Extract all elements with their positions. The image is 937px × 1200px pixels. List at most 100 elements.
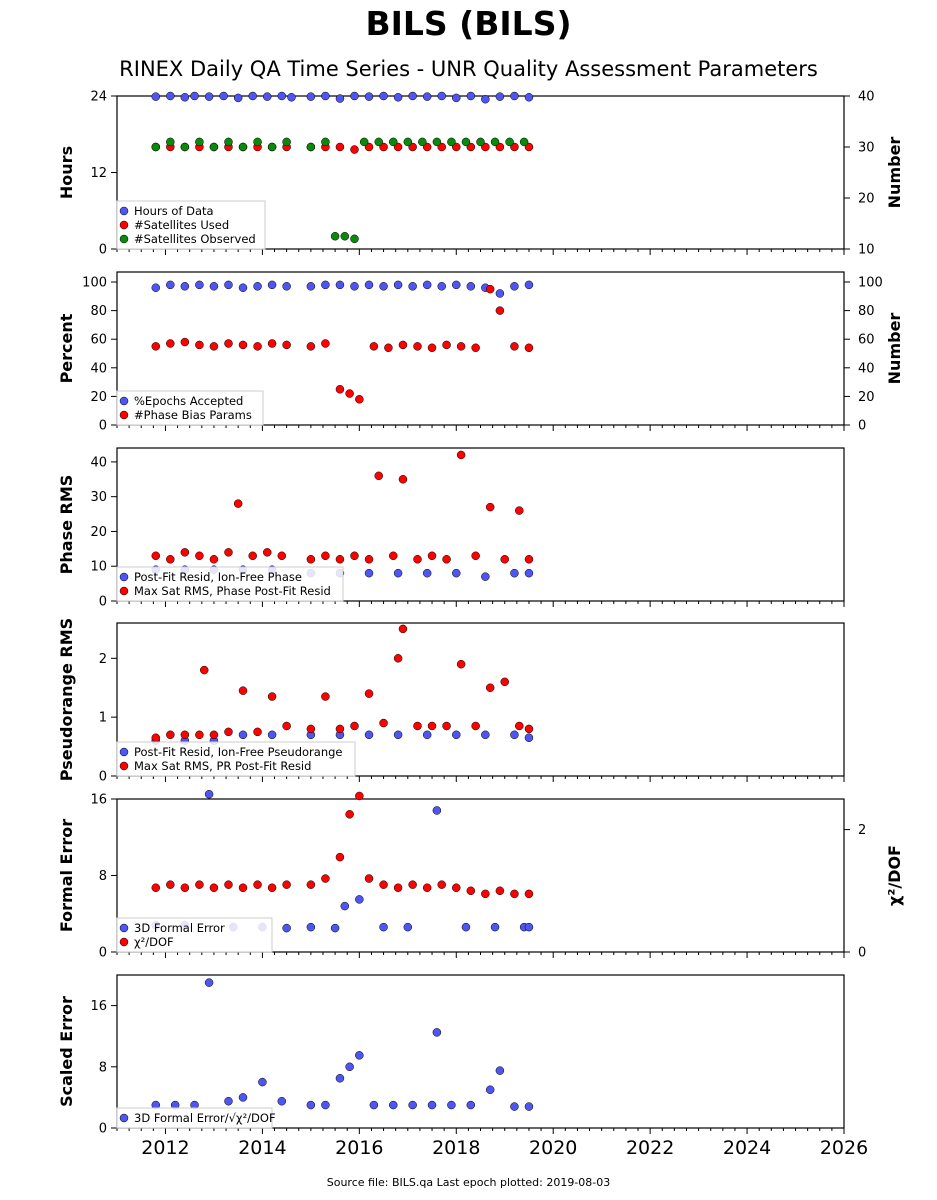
data-point	[166, 91, 175, 101]
legend-label: Post-Fit Resid, Ion-Free Pseudorange	[134, 745, 342, 759]
data-point	[321, 1100, 330, 1110]
data-point	[374, 137, 383, 147]
data-point	[524, 889, 534, 899]
data-point	[267, 280, 277, 290]
legend-label: Max Sat RMS, Phase Post-Fit Resid	[134, 584, 331, 598]
data-point	[427, 343, 437, 353]
data-point	[253, 342, 262, 351]
data-point	[238, 1093, 248, 1102]
data-point	[369, 342, 379, 351]
data-point	[389, 1100, 398, 1110]
y-tick-label: 80	[90, 304, 107, 319]
data-point	[418, 137, 427, 147]
data-point	[282, 282, 291, 291]
data-point	[195, 551, 204, 561]
data-point	[495, 306, 505, 315]
data-point	[452, 568, 461, 578]
data-point	[485, 683, 495, 692]
y-tick-label: 12	[90, 166, 107, 181]
legend-marker	[119, 747, 129, 757]
data-point	[374, 471, 383, 481]
data-point	[258, 1077, 267, 1087]
data-point	[166, 730, 175, 740]
data-point	[350, 145, 359, 154]
data-point	[321, 692, 330, 701]
data-point	[437, 91, 446, 101]
data-point	[166, 555, 175, 564]
data-point	[166, 880, 175, 889]
y-tick-label: 10	[90, 560, 107, 575]
data-point	[224, 1096, 233, 1106]
data-point	[233, 499, 243, 508]
data-point	[393, 730, 403, 740]
legend-box	[116, 917, 273, 953]
legend-marker	[119, 396, 129, 406]
y2-tick-label: 0	[858, 419, 866, 434]
data-point	[282, 340, 291, 350]
legend-label: Hours of Data	[134, 204, 214, 218]
x-tick-label: 2018	[432, 1137, 480, 1159]
y2-axis-label: Number	[885, 137, 904, 209]
data-point	[393, 654, 403, 663]
x-tick-label: 2022	[626, 1137, 674, 1159]
data-point	[267, 142, 277, 152]
data-point	[485, 502, 495, 512]
legend-label: 3D Formal Error	[134, 921, 225, 935]
data-point	[481, 94, 490, 104]
data-point	[238, 883, 248, 892]
data-point	[427, 1100, 437, 1110]
data-point	[151, 92, 161, 101]
data-point	[495, 1066, 505, 1075]
data-point	[224, 727, 233, 737]
data-point	[282, 137, 291, 147]
data-point	[166, 339, 175, 348]
y-tick-label: 0	[99, 243, 107, 258]
data-point	[306, 342, 316, 351]
data-point	[335, 555, 345, 564]
data-point	[379, 922, 388, 932]
data-point	[393, 93, 403, 102]
data-point	[238, 340, 248, 350]
data-point	[481, 572, 490, 581]
data-point	[490, 137, 500, 147]
legend-label: %Epochs Accepted	[134, 394, 243, 408]
panel-6: 0 8 16 Scaled Error 3D Formal Error/√χ²/DOF 2…	[57, 974, 868, 1159]
legend-marker	[119, 937, 129, 947]
data-point	[335, 142, 345, 152]
data-point	[224, 280, 233, 290]
data-point	[224, 880, 233, 889]
data-point	[267, 730, 277, 740]
data-point	[335, 94, 345, 103]
data-point	[408, 91, 417, 101]
legend-marker	[119, 206, 129, 216]
y-tick-label: 16	[90, 999, 107, 1014]
data-point	[335, 1074, 345, 1083]
data-point	[398, 340, 408, 350]
data-point	[306, 724, 316, 734]
data-point	[224, 137, 233, 147]
source-footer: Source file: BILS.qa Last epoch plotted:…	[326, 1176, 611, 1189]
data-point	[233, 93, 243, 103]
y-tick-label: 0	[99, 770, 107, 785]
data-point	[403, 922, 413, 932]
data-point	[490, 922, 500, 932]
data-point	[466, 91, 476, 101]
data-point	[151, 551, 161, 561]
data-point	[267, 883, 277, 892]
data-point	[524, 733, 534, 742]
data-point	[452, 730, 461, 740]
x-tick-label: 2020	[529, 1137, 577, 1159]
data-point	[359, 137, 369, 147]
data-point	[209, 555, 219, 564]
y-tick-label: 30	[90, 490, 107, 505]
data-point	[209, 142, 219, 152]
data-point	[427, 551, 437, 561]
data-point	[209, 282, 219, 291]
y-tick-label: 16	[90, 793, 107, 808]
data-point	[432, 806, 442, 815]
panel-3: 0 10 20 30 40 Phase RMS Post-Fit Resid, Ion-Fr…	[57, 447, 845, 610]
data-point	[471, 721, 480, 731]
data-point	[481, 730, 490, 740]
data-point	[151, 883, 161, 892]
